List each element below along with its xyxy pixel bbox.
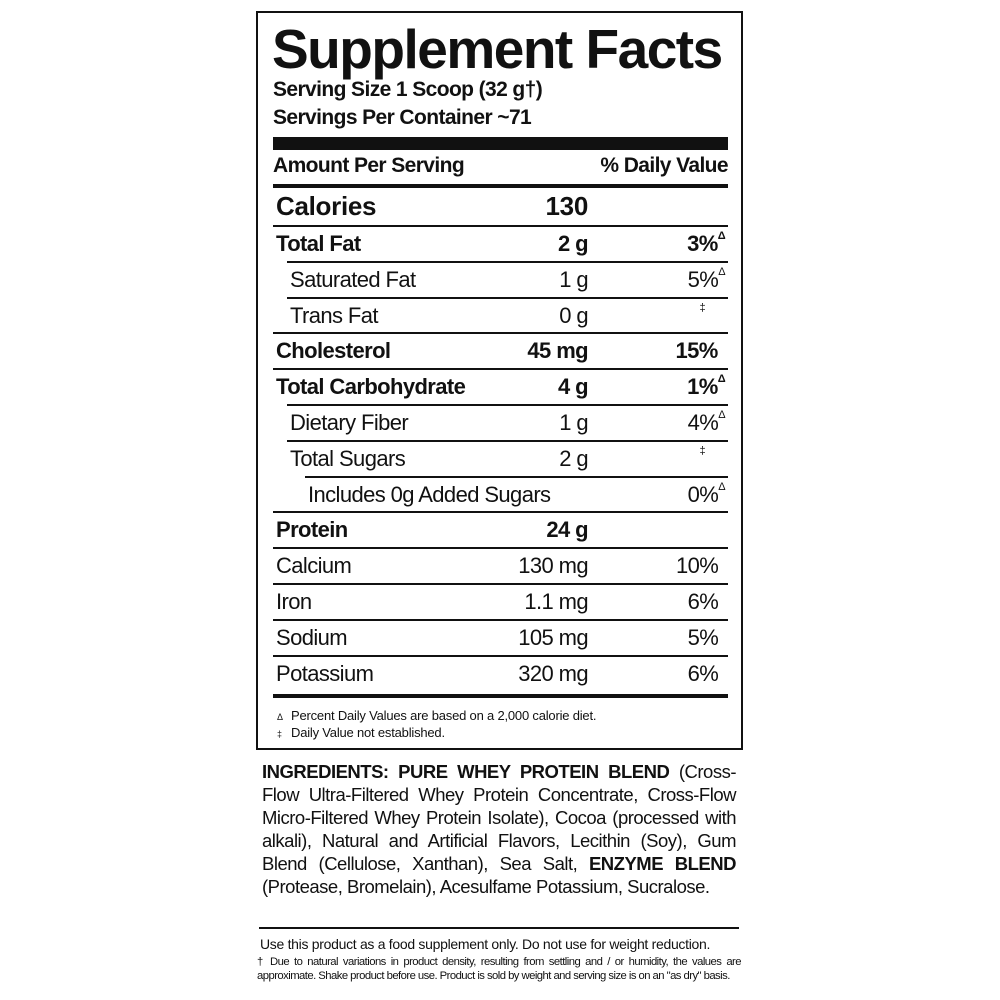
daily-value: ‡ — [699, 444, 725, 472]
nutrient-row: Calcium 130 mg 10%Δ — [273, 547, 728, 583]
double-dagger-symbol: ‡ — [699, 444, 705, 457]
disclaimer: † Due to natural variations in product d… — [257, 956, 742, 982]
nutrient-row: Potassium 320 mg 6%Δ — [273, 654, 728, 691]
serving-size: Serving Size 1 Scoop (32 g†) — [273, 78, 543, 101]
daily-value-percent: 5% — [687, 266, 719, 292]
calories-label: Calories — [276, 191, 377, 221]
nutrient-label: Total Sugars — [290, 445, 406, 471]
daily-value: 1%Δ — [687, 373, 726, 400]
nutrient-amount: 24 g — [546, 517, 588, 543]
daily-value: 6%Δ — [688, 589, 725, 615]
daily-value-percent: 5% — [687, 624, 719, 650]
nutrient-row: Total Fat 2 g 3%Δ — [273, 225, 728, 261]
footnote-text: Daily Value not established. — [291, 725, 445, 740]
daily-value: 4%Δ — [687, 409, 726, 436]
nutrient-label: Total Fat — [276, 231, 361, 256]
ingredients-text: (Cross-Flow Ultra-Filtered Whey Protein … — [262, 761, 737, 874]
nutrient-amount: 1 g — [559, 266, 588, 292]
nutrient-label: Total Carbohydrate — [276, 374, 466, 400]
amount-per-serving-header: Amount Per Serving — [273, 154, 465, 177]
daily-value-percent: 0% — [687, 481, 719, 507]
daily-value-percent: 6% — [687, 589, 719, 614]
bottom-divider — [273, 694, 728, 698]
footnote-not-established: ‡ Daily Value not established. — [277, 725, 445, 740]
nutrient-amount: 320 mg — [518, 660, 588, 686]
nutrient-row: Trans Fat 0 g ‡ — [287, 296, 728, 333]
daily-value: 10%Δ — [676, 553, 725, 579]
calories-row: Calories 130 — [273, 187, 728, 225]
nutrient-amount: 45 mg — [527, 338, 588, 364]
nutrient-row: Total Sugars 2 g ‡ — [287, 439, 728, 476]
daily-value-percent: 1% — [687, 374, 718, 400]
delta-symbol: Δ — [718, 409, 725, 421]
ingredients-text-end: (Protease, Bromelain), Acesulfame Potass… — [262, 876, 710, 897]
delta-symbol: Δ — [718, 265, 725, 278]
delta-symbol: Δ — [277, 712, 283, 722]
thick-divider — [273, 137, 728, 150]
nutrient-label: Saturated Fat — [290, 266, 416, 292]
daily-value-percent: 3% — [687, 231, 718, 256]
calories-value: 130 — [545, 191, 589, 221]
nutrient-label: Dietary Fiber — [290, 410, 409, 435]
nutrient-label: Trans Fat — [290, 302, 379, 328]
column-header: Amount Per Serving % Daily Value — [273, 154, 729, 178]
daily-value-percent: 4% — [687, 410, 719, 435]
nutrient-amount: 4 g — [558, 374, 589, 400]
nutrient-label: Potassium — [276, 660, 374, 686]
enzyme-blend-name: ENZYME BLEND — [588, 853, 737, 874]
daily-value: 0%Δ — [687, 480, 726, 508]
nutrient-label: Calcium — [276, 553, 352, 579]
daily-value: 6%Δ — [688, 661, 725, 687]
double-dagger-symbol: ‡ — [277, 729, 282, 739]
delta-symbol: Δ — [717, 230, 726, 242]
daily-value-percent: 10% — [676, 553, 719, 579]
whey-blend-name: PURE WHEY PROTEIN BLEND — [398, 761, 670, 782]
nutrient-amount: 2 g — [559, 445, 588, 471]
nutrient-row: Iron 1.1 mg 6%Δ — [273, 583, 728, 619]
delta-symbol: Δ — [718, 480, 725, 493]
ingredients: INGREDIENTS: PURE WHEY PROTEIN BLEND (Cr… — [262, 760, 737, 898]
nutrient-row: Protein 24 g Δ — [273, 511, 728, 547]
nutrient-amount: 105 mg — [518, 624, 588, 650]
nutrient-label: Iron — [276, 589, 312, 614]
footnote-dv: Δ Percent Daily Values are based on a 2,0… — [277, 708, 596, 723]
footnote-text: Percent Daily Values are based on a 2,00… — [291, 708, 597, 723]
nutrient-row: Cholesterol 45 mg 15%Δ — [273, 332, 728, 368]
servings-per-container: Servings Per Container ~71 — [273, 106, 532, 129]
daily-value: ‡ — [699, 301, 725, 329]
daily-value-header: % Daily Value — [600, 154, 728, 177]
nutrient-row: Saturated Fat 1 g 5%Δ — [287, 260, 728, 297]
double-dagger-symbol: ‡ — [699, 301, 705, 314]
daily-value: 5%Δ — [687, 265, 726, 293]
separator — [259, 927, 739, 929]
nutrient-label: Includes 0g Added Sugars — [308, 481, 551, 507]
daily-value: 5%Δ — [688, 625, 725, 651]
supplement-facts-panel: Supplement Facts Serving Size 1 Scoop (3… — [256, 11, 743, 750]
daily-value: Δ — [718, 517, 725, 543]
nutrient-amount: 2 g — [558, 231, 589, 256]
nutrient-label: Sodium — [276, 624, 348, 650]
usage-note: Use this product as a food supplement on… — [260, 936, 711, 952]
nutrient-label: Protein — [276, 517, 348, 543]
nutrient-amount: 0 g — [559, 302, 588, 328]
ingredients-label: INGREDIENTS: — [262, 761, 389, 782]
daily-value: 3%Δ — [687, 230, 726, 257]
panel-title: Supplement Facts — [272, 18, 723, 80]
nutrient-row: Total Carbohydrate 4 g 1%Δ — [273, 368, 728, 404]
nutrient-amount: 1.1 mg — [524, 589, 588, 614]
nutrient-row: Dietary Fiber 1 g 4%Δ — [287, 404, 728, 440]
daily-value: 15%Δ — [675, 338, 725, 364]
daily-value-percent: 6% — [687, 660, 719, 686]
nutrient-row: Includes 0g Added Sugars 0%Δ — [305, 475, 728, 512]
delta-symbol: Δ — [717, 373, 726, 386]
daily-value-percent: 15% — [675, 338, 718, 364]
nutrient-row: Sodium 105 mg 5%Δ — [273, 618, 728, 655]
nutrient-amount: 130 mg — [518, 553, 588, 579]
nutrient-label: Cholesterol — [276, 338, 391, 364]
medium-divider — [273, 184, 728, 188]
nutrient-amount: 1 g — [559, 410, 588, 435]
